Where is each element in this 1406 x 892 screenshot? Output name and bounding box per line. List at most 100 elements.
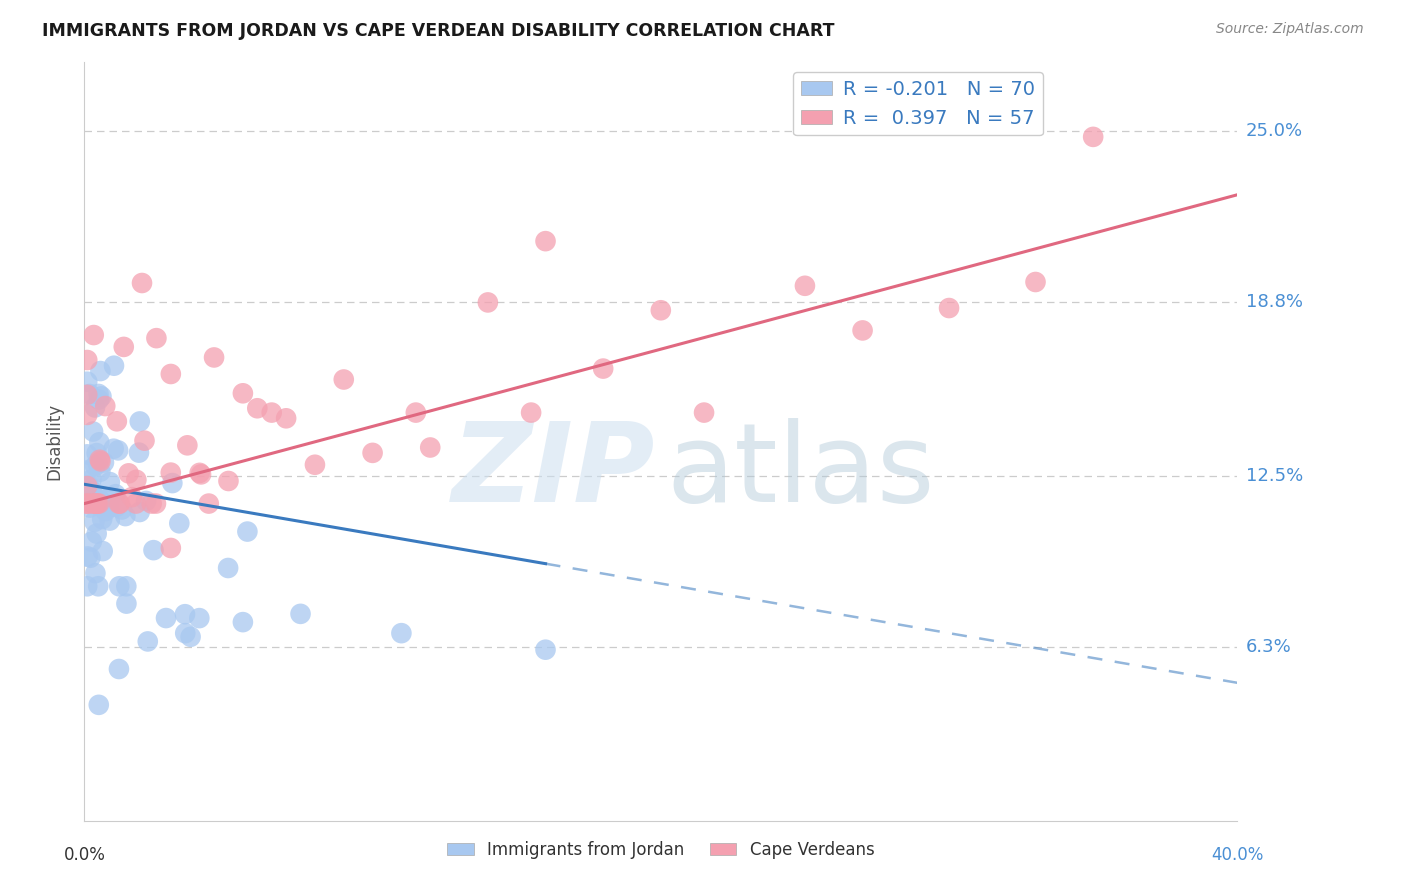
Point [89,364,111,378]
Text: IMMIGRANTS FROM JORDAN VS CAPE VERDEAN DISABILITY CORRELATION CHART: IMMIGRANTS FROM JORDAN VS CAPE VERDEAN D… [42,22,835,40]
Point [86,456,108,470]
Point [76,497,98,511]
Point [128,414,150,428]
Point [125,497,148,511]
Point [160,541,183,555]
Point [89,435,111,450]
Point [111,502,134,516]
Point [534,642,557,657]
Point [159,466,181,480]
Point [107,443,129,458]
Point [419,441,441,455]
Point [76,408,98,422]
Text: 12.5%: 12.5% [1246,467,1303,485]
Point [174,626,197,640]
Point [79,550,101,565]
Point [87,698,110,712]
Point [105,500,128,514]
Point [76,375,98,389]
Point [103,442,125,456]
Point [107,497,129,511]
Point [232,615,254,629]
Y-axis label: Disability: Disability [45,403,63,480]
Point [361,446,384,460]
Point [169,516,191,531]
Point [405,406,427,420]
Point [86,446,108,460]
Point [117,467,139,481]
Point [76,353,98,368]
Point [650,303,672,318]
Point [108,662,131,676]
Point [794,278,817,293]
Point [125,473,148,487]
Point [217,561,239,575]
Point [477,295,499,310]
Point [79,387,101,401]
Point [76,463,98,477]
Point [121,490,143,504]
Point [112,340,135,354]
Point [89,454,111,468]
Point [290,607,312,621]
Point [135,494,157,508]
Point [136,634,159,648]
Point [145,497,167,511]
Text: 6.3%: 6.3% [1246,638,1291,656]
Point [304,458,326,472]
Point [76,579,98,593]
Point [534,234,557,248]
Point [91,512,114,526]
Point [86,497,108,511]
Point [89,452,111,467]
Point [232,386,254,401]
Point [141,497,163,511]
Text: 25.0%: 25.0% [1246,122,1303,140]
Point [98,500,121,514]
Point [94,504,117,518]
Point [82,497,104,511]
Point [115,597,138,611]
Legend: Immigrants from Jordan, Cape Verdeans: Immigrants from Jordan, Cape Verdeans [440,834,882,865]
Text: ZIP: ZIP [451,418,655,525]
Text: 18.8%: 18.8% [1246,293,1302,311]
Point [1083,129,1105,144]
Point [176,438,198,452]
Point [76,447,98,461]
Point [197,497,219,511]
Point [105,414,128,428]
Point [98,514,121,528]
Point [86,497,108,511]
Point [87,392,110,407]
Text: 0.0%: 0.0% [63,846,105,863]
Point [100,490,122,504]
Point [852,323,875,337]
Point [86,526,108,541]
Point [1025,275,1047,289]
Point [180,630,202,644]
Point [174,607,197,622]
Point [98,500,121,514]
Point [82,425,104,439]
Point [218,474,240,488]
Point [162,476,184,491]
Point [391,626,413,640]
Point [246,401,269,416]
Point [260,406,283,420]
Point [80,472,103,486]
Point [83,497,105,511]
Point [134,434,156,448]
Point [76,388,98,402]
Point [115,579,138,593]
Point [190,467,212,482]
Point [520,406,543,420]
Point [84,458,107,473]
Point [76,479,98,493]
Point [98,475,121,489]
Point [938,301,960,315]
Point [131,276,153,290]
Point [84,401,107,415]
Point [84,566,107,581]
Point [87,387,110,401]
Point [83,515,105,529]
